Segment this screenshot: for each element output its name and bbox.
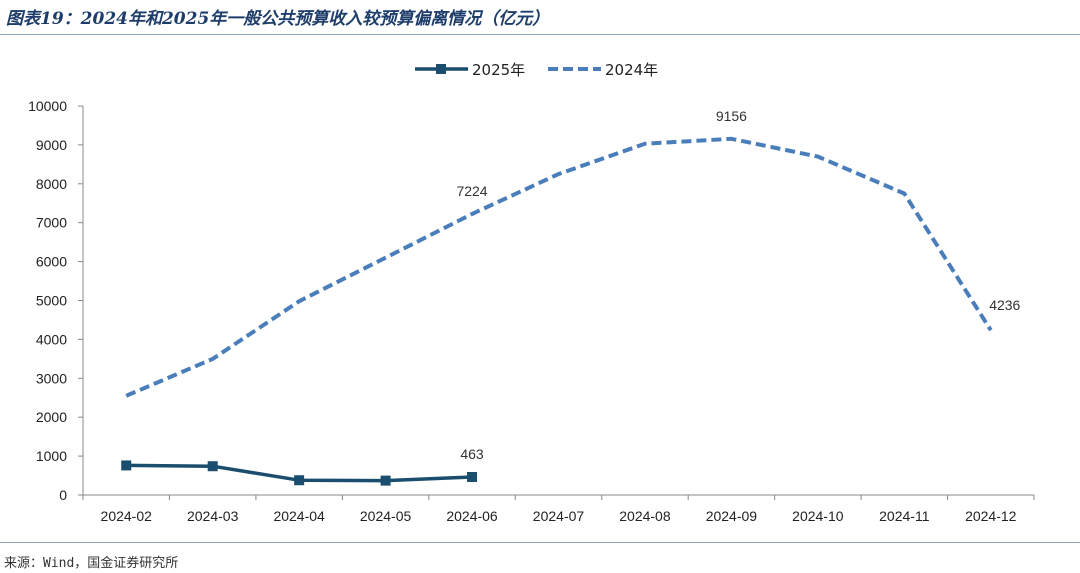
y-tick-label: 8000 xyxy=(36,176,67,192)
source-note: 来源：Wind，国金证券研究所 xyxy=(4,556,179,571)
series-0-marker xyxy=(121,460,132,471)
x-tick-label: 2024-12 xyxy=(965,508,1017,524)
series-0-marker xyxy=(467,471,478,482)
series-0-marker xyxy=(207,461,218,472)
y-tick-label: 5000 xyxy=(36,293,67,309)
legend: 2025年 2024年 xyxy=(415,61,658,79)
x-tick-label: 2024-04 xyxy=(273,508,325,524)
x-tick-label: 2024-05 xyxy=(360,508,412,524)
x-tick-label: 2024-08 xyxy=(619,508,671,524)
series-layer xyxy=(121,136,993,486)
x-tick-label: 2024-02 xyxy=(101,508,153,524)
data-label: 7224 xyxy=(456,183,487,199)
y-tick-label: 2000 xyxy=(36,409,67,425)
series-line-1 xyxy=(125,136,993,398)
x-tick-label: 2024-07 xyxy=(533,508,585,524)
legend-marker-2025 xyxy=(436,64,446,74)
x-tick-label: 2024-11 xyxy=(879,508,930,524)
data-label: 4236 xyxy=(989,297,1020,313)
legend-label-2025: 2025年 xyxy=(472,61,525,79)
axes: 0 1000 2000 3000 4000 5000 6000 7000 8000 9000 100… xyxy=(28,98,1035,524)
legend-label-2024: 2024年 xyxy=(605,61,658,79)
y-tick-label: 7000 xyxy=(36,215,67,231)
y-tick-label: 10000 xyxy=(28,98,67,114)
data-labels: 463 7224 9156 4236 xyxy=(456,108,1020,462)
x-tick-label: 2024-09 xyxy=(706,508,758,524)
bottom-divider xyxy=(0,542,1080,543)
x-tick-label: 2024-06 xyxy=(446,508,498,524)
y-tick-label: 4000 xyxy=(36,331,67,347)
data-label: 463 xyxy=(460,446,484,462)
x-tick-label: 2024-03 xyxy=(187,508,239,524)
y-tick-label: 9000 xyxy=(36,137,67,153)
top-divider xyxy=(0,34,1080,35)
series-0-marker xyxy=(294,475,305,486)
page-title: 图表19：2024年和2025年一般公共预算收入较预算偏离情况（亿元） xyxy=(6,9,550,29)
series-0-marker xyxy=(380,475,391,486)
y-tick-label: 3000 xyxy=(36,370,67,386)
x-tick-label: 2024-10 xyxy=(792,508,844,524)
y-tick-label: 6000 xyxy=(36,254,67,270)
y-tick-label: 1000 xyxy=(36,448,67,464)
y-tick-label: 0 xyxy=(59,487,67,503)
data-label: 9156 xyxy=(716,108,747,124)
